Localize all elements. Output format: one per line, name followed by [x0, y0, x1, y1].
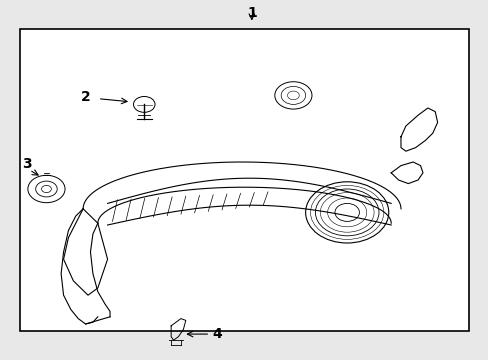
Text: 4: 4 [212, 327, 222, 341]
FancyBboxPatch shape [20, 29, 468, 331]
Text: 3: 3 [22, 157, 32, 171]
Text: 1: 1 [246, 6, 256, 19]
Text: 2: 2 [81, 90, 90, 104]
